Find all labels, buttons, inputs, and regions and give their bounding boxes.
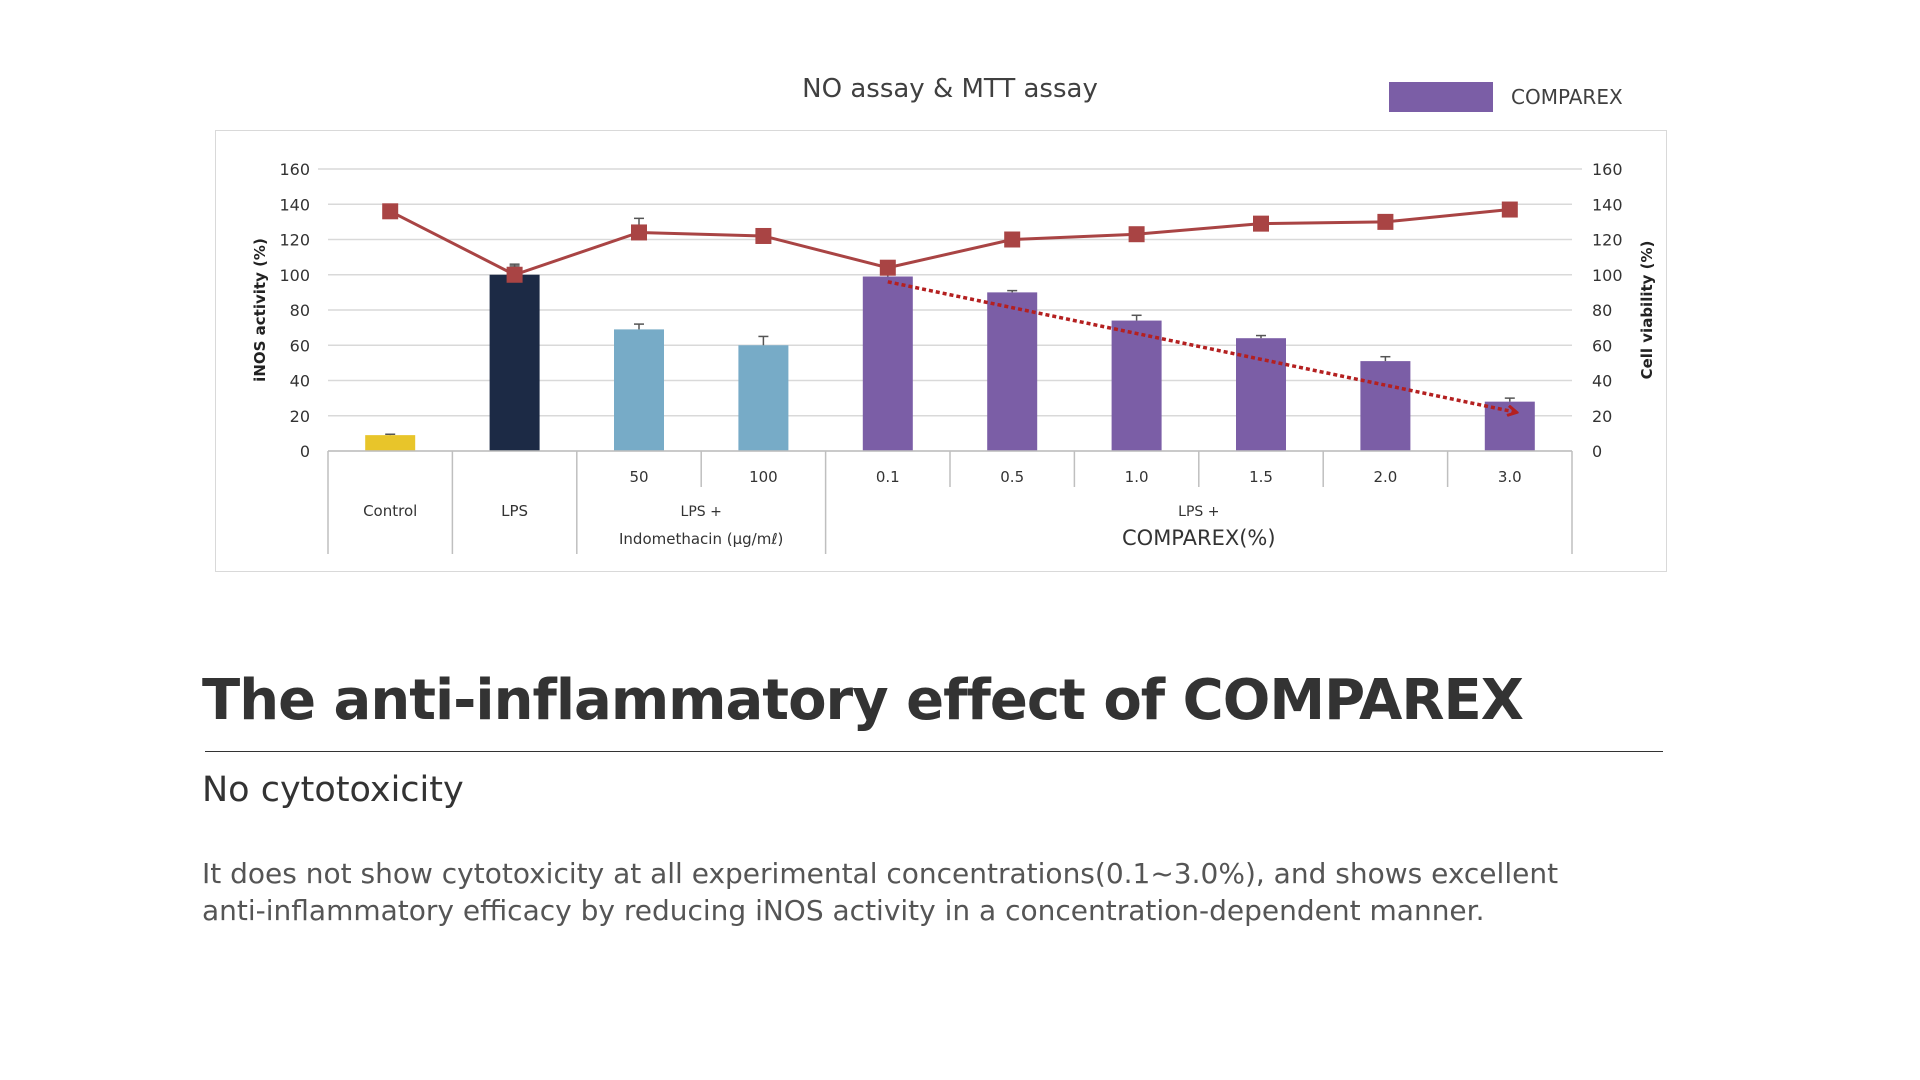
y-right-tick-label: 160: [1592, 160, 1623, 179]
y-left-tick-label: 0: [300, 442, 310, 461]
bar: [987, 292, 1038, 451]
cell-viability-line: [389, 208, 1510, 277]
description-line-2: anti-inflammatory efficacy by reducing i…: [202, 894, 1485, 927]
y-right-tick-label: 80: [1592, 301, 1612, 320]
section-subtitle: No cytotoxicity: [202, 770, 464, 810]
y-left-axis-title: iNOS activity (%): [251, 238, 269, 382]
title-divider: [205, 751, 1663, 752]
y-right-tick-label: 0: [1592, 442, 1602, 461]
x-sub-tick-label: 50: [629, 468, 648, 486]
chart-frame: [215, 130, 1667, 572]
cell-viability-marker: [1004, 231, 1021, 248]
y-left-tick-label: 140: [279, 195, 310, 214]
x-sub-tick-label: 1.5: [1249, 468, 1273, 486]
y-right-tick-label: 60: [1592, 336, 1612, 355]
cell-viability-marker: [506, 266, 523, 283]
cell-viability-marker: [382, 203, 399, 220]
cell-viability-marker: [1253, 215, 1269, 232]
y-right-tick-label: 40: [1592, 372, 1612, 391]
decreasing-trend-arrow: [887, 280, 1516, 412]
bar: [365, 435, 416, 451]
bar: [614, 329, 664, 451]
x-group-label-line-1: LPS +: [681, 504, 722, 520]
description-paragraph: It does not show cytotoxicity at all exp…: [202, 855, 1559, 929]
page-title: The anti-inflammatory effect of COMPAREX: [202, 668, 1524, 733]
cell-viability-marker: [1128, 226, 1145, 243]
y-left-tick-label: 20: [290, 407, 310, 426]
cell-viability-marker: [755, 227, 772, 244]
y-right-tick-label: 140: [1592, 195, 1623, 214]
bar: [1360, 361, 1411, 451]
x-sub-tick-label: 1.0: [1125, 468, 1149, 486]
description-line-1: It does not show cytotoxicity at all exp…: [202, 857, 1559, 890]
y-left-tick-label: 100: [279, 266, 310, 285]
cell-viability-marker: [1501, 201, 1518, 218]
y-right-tick-label: 120: [1592, 231, 1623, 250]
x-group-label: LPS: [501, 502, 528, 520]
x-sub-tick-label: 3.0: [1498, 468, 1522, 486]
x-group-label: Control: [363, 502, 417, 520]
cell-viability-marker: [879, 259, 896, 276]
chart-title: NO assay & MTT assay: [802, 74, 1098, 104]
x-group-label-line-2: COMPAREX(%): [1122, 526, 1276, 550]
bar: [738, 345, 789, 451]
x-sub-tick-label: 0.1: [876, 468, 900, 486]
x-sub-tick-label: 0.5: [1000, 468, 1024, 486]
x-group-label-line-2: Indomethacin (μg/mℓ): [619, 530, 783, 548]
y-left-tick-label: 40: [290, 372, 310, 391]
y-left-tick-label: 60: [290, 336, 310, 355]
bar: [862, 276, 913, 451]
bar: [489, 274, 540, 451]
y-left-tick-label: 160: [279, 160, 310, 179]
y-right-tick-label: 20: [1592, 407, 1612, 426]
legend-swatch-comparex: [1389, 82, 1493, 112]
cell-viability-marker: [1377, 213, 1394, 230]
chart-legend: COMPAREX: [1389, 82, 1623, 112]
no-mtt-assay-chart: 0 20 40 60 80 100 120 140 160 0 20 40 60 80 100 120 140 1…: [251, 160, 1656, 554]
cell-viability-marker: [631, 224, 647, 241]
x-sub-tick-label: 100: [749, 468, 778, 486]
y-right-axis-title: Cell viability (%): [1638, 241, 1656, 380]
bar: [1111, 320, 1162, 451]
y-left-tick-label: 80: [290, 301, 310, 320]
x-group-label-line-1: LPS +: [1178, 504, 1219, 520]
legend-label-comparex: COMPAREX: [1511, 85, 1623, 109]
y-right-tick-label: 100: [1592, 266, 1623, 285]
y-left-tick-label: 120: [279, 231, 310, 250]
bar: [1236, 338, 1286, 451]
x-sub-tick-label: 2.0: [1373, 468, 1397, 486]
